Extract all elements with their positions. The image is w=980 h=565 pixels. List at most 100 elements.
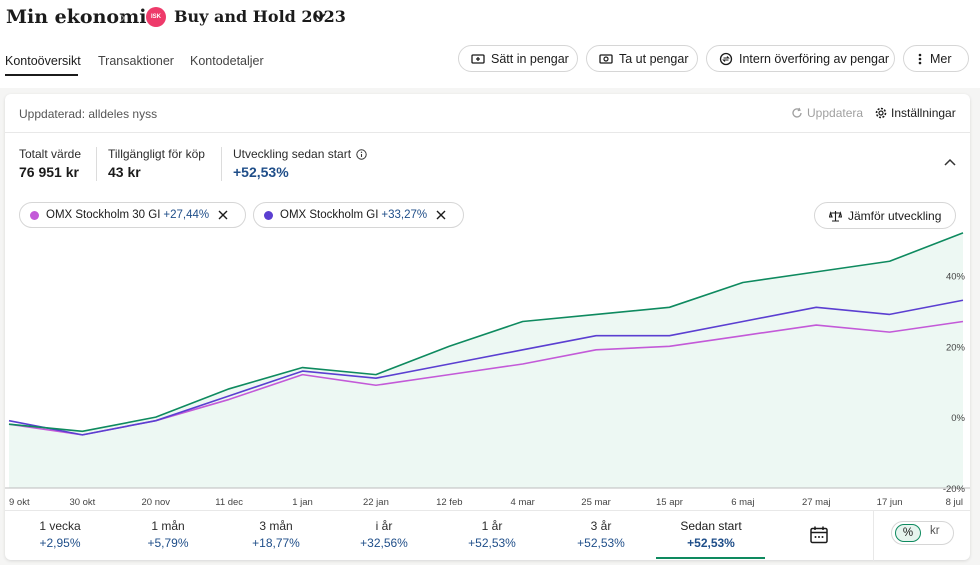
- x-tick-label: 9 okt: [9, 497, 30, 508]
- x-tick-label: 1 jan: [292, 497, 313, 508]
- settings-button[interactable]: Inställningar: [875, 106, 956, 120]
- period-value: +32,56%: [360, 536, 408, 550]
- period-value: +52,53%: [468, 536, 516, 550]
- settings-label: Inställningar: [891, 106, 956, 120]
- series-color-dot: [264, 210, 273, 220]
- active-tab-indicator: [5, 74, 78, 76]
- period-value: +52,53%: [577, 536, 625, 550]
- x-tick-label: 22 jan: [363, 497, 389, 508]
- deposit-button[interactable]: Sätt in pengar: [458, 45, 578, 72]
- tab-overview[interactable]: Kontoöversikt: [5, 54, 81, 68]
- transfer-icon: [719, 52, 733, 65]
- calendar-icon[interactable]: [809, 525, 829, 545]
- comparison-chip-omxs30[interactable]: OMX Stockholm 30 GI +27,44%: [19, 202, 246, 228]
- stat-growth-label: Utveckling sedan start: [233, 147, 352, 161]
- refresh-button[interactable]: Uppdatera: [791, 106, 863, 120]
- stat-available-amount: 43 kr: [108, 164, 141, 180]
- comparison-change: +27,44%: [163, 209, 210, 221]
- toggle-divider: [873, 511, 874, 561]
- period-1-week[interactable]: 1 vecka +2,95%: [10, 519, 110, 550]
- period-3-months[interactable]: 3 mån +18,77%: [226, 519, 326, 550]
- y-tick-label: 20%: [946, 342, 966, 353]
- top-bar: Min ekonomi › ISK Buy and Hold 2023: [0, 0, 980, 38]
- stat-total-amount: 76 951 kr: [19, 164, 79, 180]
- compare-button[interactable]: Jämför utveckling: [814, 202, 956, 229]
- stat-divider: [96, 147, 97, 181]
- stat-available-label: Tillgängligt för köp: [108, 147, 205, 161]
- compare-label: Jämför utveckling: [848, 208, 942, 223]
- close-icon[interactable]: [218, 210, 228, 220]
- updated-status: Uppdaterad: alldeles nyss: [19, 107, 158, 121]
- period-label: 3 mån: [259, 519, 293, 533]
- x-tick-label: 17 jun: [877, 497, 903, 508]
- x-tick-label: 4 mar: [511, 497, 535, 508]
- comparison-name: OMX Stockholm GI: [280, 209, 379, 221]
- x-tick-label: 25 mar: [581, 497, 611, 508]
- account-area-fill: [9, 232, 963, 488]
- withdraw-label: Ta ut pengar: [619, 51, 689, 66]
- period-1-month[interactable]: 1 mån +5,79%: [118, 519, 218, 550]
- internal-transfer-button[interactable]: Intern överföring av pengar: [706, 45, 895, 72]
- y-tick-label: -20%: [943, 484, 966, 495]
- chevron-down-icon[interactable]: [313, 10, 327, 24]
- account-name[interactable]: Buy and Hold 2023: [174, 7, 346, 26]
- stat-growth: Utveckling sedan start +52,53%: [233, 147, 367, 180]
- unit-toggle[interactable]: % kr: [891, 521, 954, 545]
- stat-growth-label-row: Utveckling sedan start: [233, 147, 367, 161]
- period-label: 1 vecka: [39, 519, 81, 533]
- period-since-start[interactable]: Sedan start +52,53%: [661, 519, 761, 550]
- active-period-indicator: [656, 557, 765, 559]
- x-tick-label: 11 dec: [215, 497, 243, 508]
- tab-account-details[interactable]: Kontodetaljer: [190, 54, 264, 68]
- comparison-chip-omxsgi[interactable]: OMX Stockholm GI +33,27%: [253, 202, 464, 228]
- period-label: Sedan start: [680, 519, 742, 533]
- gear-icon: [875, 107, 887, 119]
- close-icon[interactable]: [436, 210, 446, 220]
- deposit-icon: [471, 53, 485, 64]
- internal-transfer-label: Intern överföring av pengar: [739, 51, 890, 66]
- series-line-2: [8, 299, 964, 436]
- period-label: i år: [375, 519, 393, 533]
- more-vertical-icon: [918, 53, 922, 64]
- info-icon[interactable]: [356, 148, 367, 160]
- period-value: +5,79%: [147, 536, 189, 550]
- period-label: 1 år: [481, 519, 503, 533]
- period-3-years[interactable]: 3 år +52,53%: [551, 519, 651, 550]
- unit-percent-option[interactable]: %: [895, 524, 921, 542]
- tab-transactions[interactable]: Transaktioner: [98, 54, 174, 68]
- period-label: 3 år: [590, 519, 612, 533]
- x-tick-label: 6 maj: [731, 497, 754, 508]
- period-1-year[interactable]: 1 år +52,53%: [442, 519, 542, 550]
- period-ytd[interactable]: i år +32,56%: [334, 519, 434, 550]
- x-tick-label: 20 nov: [142, 497, 171, 508]
- stat-divider: [221, 147, 222, 181]
- withdraw-icon: [599, 53, 613, 64]
- x-tick-label: 8 jul: [946, 497, 963, 508]
- breadcrumb-separator-icon: ›: [120, 9, 126, 26]
- card-divider: [5, 132, 970, 133]
- stat-growth-value: +52,53%: [233, 164, 289, 180]
- y-tick-label: 40%: [946, 271, 966, 282]
- period-selector: 1 vecka +2,95% 1 mån +5,79% 3 mån +18,77…: [5, 510, 970, 561]
- chevron-up-icon[interactable]: [943, 157, 957, 167]
- comparison-change: +33,27%: [381, 209, 428, 221]
- stat-available: Tillgängligt för köp 43 kr: [108, 147, 205, 180]
- performance-chart[interactable]: 40% 20% 0% -20% 9 okt 30 okt 20 nov 11 dec 1 jan…: [5, 230, 970, 510]
- period-value: +2,95%: [39, 536, 81, 550]
- more-label: Mer: [930, 51, 952, 66]
- y-tick-label: 0%: [951, 413, 965, 424]
- deposit-label: Sätt in pengar: [491, 51, 569, 66]
- series-line-0: [8, 232, 964, 433]
- series-color-dot: [30, 210, 39, 220]
- account-badge: ISK: [146, 7, 166, 27]
- x-tick-label: 30 okt: [69, 497, 95, 508]
- period-label: 1 mån: [151, 519, 185, 533]
- withdraw-button[interactable]: Ta ut pengar: [586, 45, 698, 72]
- x-tick-label: 12 feb: [436, 497, 462, 508]
- breadcrumb-root[interactable]: Min ekonomi: [6, 6, 147, 28]
- unit-currency-option[interactable]: kr: [930, 525, 940, 537]
- more-button[interactable]: Mer: [903, 45, 969, 72]
- scale-icon: [829, 210, 842, 222]
- x-tick-label: 15 apr: [656, 497, 683, 508]
- period-value: +18,77%: [252, 536, 300, 550]
